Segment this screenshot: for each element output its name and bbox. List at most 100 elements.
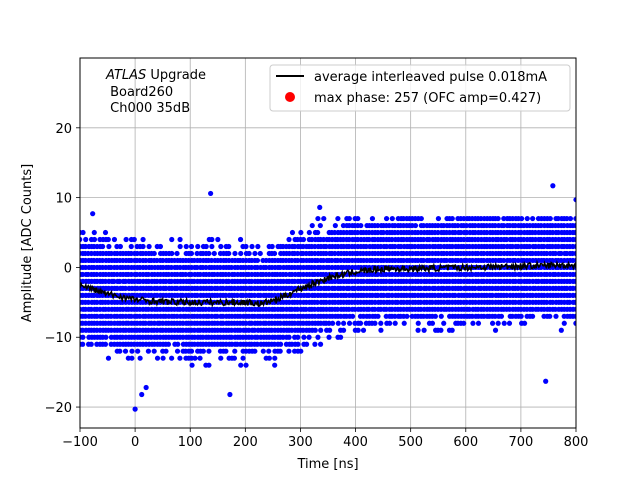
scatter-point	[572, 229, 576, 236]
scatter-point	[415, 327, 421, 333]
scatter-point	[128, 243, 134, 250]
scatter-point	[177, 236, 183, 243]
scatter-point	[573, 243, 576, 250]
scatter-point	[295, 334, 301, 340]
y-tick-label: −10	[45, 331, 72, 346]
scatter-point	[495, 215, 501, 222]
scatter-point	[529, 313, 536, 319]
scatter-point	[131, 236, 137, 243]
annotation-board: Board260	[106, 85, 173, 100]
scatter-point	[335, 215, 341, 222]
scatter-point	[392, 320, 398, 326]
x-tick-label: 800	[564, 435, 589, 450]
scatter-point	[317, 341, 324, 347]
scatter-point	[438, 313, 444, 319]
scatter-point	[420, 257, 427, 264]
x-tick-label: 700	[508, 435, 533, 450]
scatter-point	[301, 334, 307, 340]
scatter-point	[573, 271, 576, 278]
scatter-point	[355, 327, 361, 333]
scatter-point	[312, 327, 318, 333]
scatter-point	[327, 327, 333, 333]
scatter-outlier-point	[208, 190, 214, 197]
scatter-point	[498, 313, 505, 319]
scatter-outlier-point	[132, 406, 138, 412]
scatter-point	[209, 236, 215, 243]
scatter-point	[177, 355, 183, 361]
scatter-point	[429, 320, 436, 326]
scatter-point	[129, 348, 135, 354]
scatter-point	[151, 250, 157, 257]
scatter-point	[346, 320, 353, 326]
scatter-point	[157, 243, 164, 250]
x-tick-label: 200	[233, 435, 258, 450]
x-axis-label: Time [ns]	[296, 457, 358, 472]
x-tick-label: 300	[288, 435, 313, 450]
scatter-point	[317, 222, 323, 229]
scatter-point	[298, 229, 304, 236]
scatter-point	[269, 243, 275, 250]
scatter-point	[401, 320, 407, 326]
scatter-point	[573, 320, 576, 326]
scatter-point	[200, 348, 206, 354]
scatter-point	[231, 355, 238, 361]
scatter-point	[249, 243, 255, 250]
legend-label-average-pulse: average interleaved pulse 0.018mA	[314, 70, 547, 85]
scatter-point	[438, 327, 444, 333]
scatter-point	[495, 320, 501, 326]
scatter-point	[547, 313, 553, 319]
scatter-point	[404, 313, 410, 319]
legend-box	[269, 64, 571, 112]
scatter-point	[206, 348, 212, 354]
scatter-point	[564, 215, 570, 222]
scatter-outlier-point	[139, 391, 145, 398]
x-tick-label: 500	[398, 435, 423, 450]
scatter-point	[252, 250, 258, 257]
scatter-point	[254, 341, 260, 347]
scatter-point	[295, 341, 301, 347]
scatter-point	[389, 215, 395, 222]
scatter-point	[266, 348, 272, 354]
scatter-point	[341, 320, 347, 326]
scatter-point	[203, 243, 209, 250]
scatter-point	[218, 243, 224, 250]
scatter-point	[332, 222, 338, 229]
scatter-point	[547, 215, 553, 222]
scatter-point	[206, 250, 212, 257]
scatter-point	[378, 320, 384, 326]
scatter-point	[209, 243, 215, 250]
scatter-point	[106, 243, 112, 250]
scatter-point	[252, 348, 258, 354]
scatter-point	[174, 250, 180, 257]
scatter-point	[223, 348, 229, 354]
average-pulse-line	[80, 259, 576, 308]
scatter-point	[80, 341, 86, 347]
scatter-point	[518, 313, 524, 319]
scatter-point	[449, 327, 455, 333]
scatter-point	[503, 236, 510, 243]
scatter-point	[237, 236, 244, 243]
scatter-point	[375, 313, 381, 319]
scatter-point	[421, 327, 427, 333]
scatter-point	[163, 348, 169, 354]
scatter-point	[501, 257, 507, 264]
scatter-point	[432, 313, 438, 319]
scatter-point	[100, 243, 106, 250]
scatter-point	[415, 320, 421, 326]
scatter-point	[375, 222, 381, 229]
scatter-point	[461, 320, 467, 326]
scatter-point	[526, 243, 533, 250]
scatter-point	[271, 250, 278, 257]
scatter-point	[140, 243, 146, 250]
scatter-point	[272, 355, 278, 361]
scatter-point	[238, 250, 244, 257]
scatter-point	[255, 243, 261, 250]
scatter-point	[195, 243, 201, 250]
scatter-point	[211, 250, 217, 257]
scatter-point	[286, 334, 292, 340]
x-tick-label: 0	[131, 435, 139, 450]
scatter-point	[175, 341, 181, 347]
scatter-outlier-point	[317, 204, 323, 210]
scatter-point	[449, 215, 455, 222]
scatter-point	[573, 250, 576, 257]
